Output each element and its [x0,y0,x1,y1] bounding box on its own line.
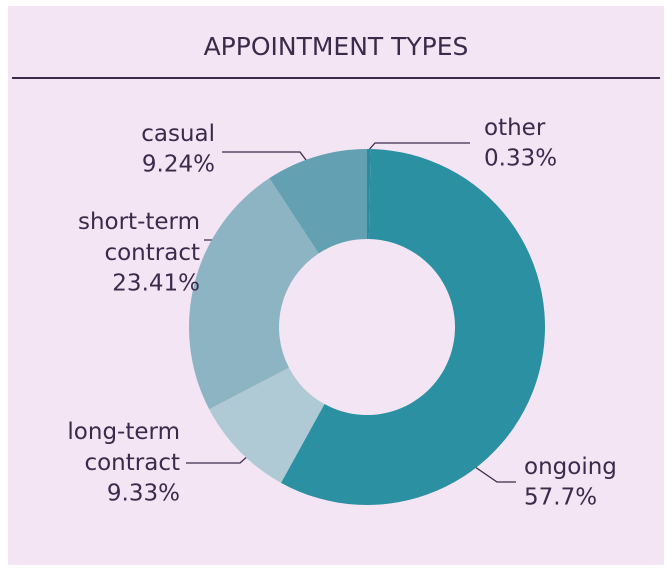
category-label: long-term contract [67,419,180,476]
category-label: casual [141,121,215,147]
donut-slice [209,367,325,483]
label-line: contract [104,240,200,266]
category-label: other [484,115,546,141]
label-line: other [484,115,546,141]
label-line: contract [84,450,180,476]
label-line: short-term [78,209,200,235]
donut-slice [281,149,546,505]
label-line: long-term [67,419,180,445]
value-label: 9.33% [107,481,180,507]
leader-line [366,142,470,153]
donut-slice [367,149,371,240]
value-label: 57.7% [524,485,597,511]
chart-title: APPOINTMENT TYPES [204,32,469,61]
value-label: 0.33% [484,146,557,172]
label-line: casual [141,121,215,147]
value-label: 9.24% [142,152,215,178]
value-label: 23.41% [112,271,200,297]
donut-slice [189,178,319,410]
donut-slice [269,149,367,254]
label-line: ongoing [524,454,617,480]
category-label: ongoing [524,454,617,480]
category-label: short-term contract [78,209,200,266]
